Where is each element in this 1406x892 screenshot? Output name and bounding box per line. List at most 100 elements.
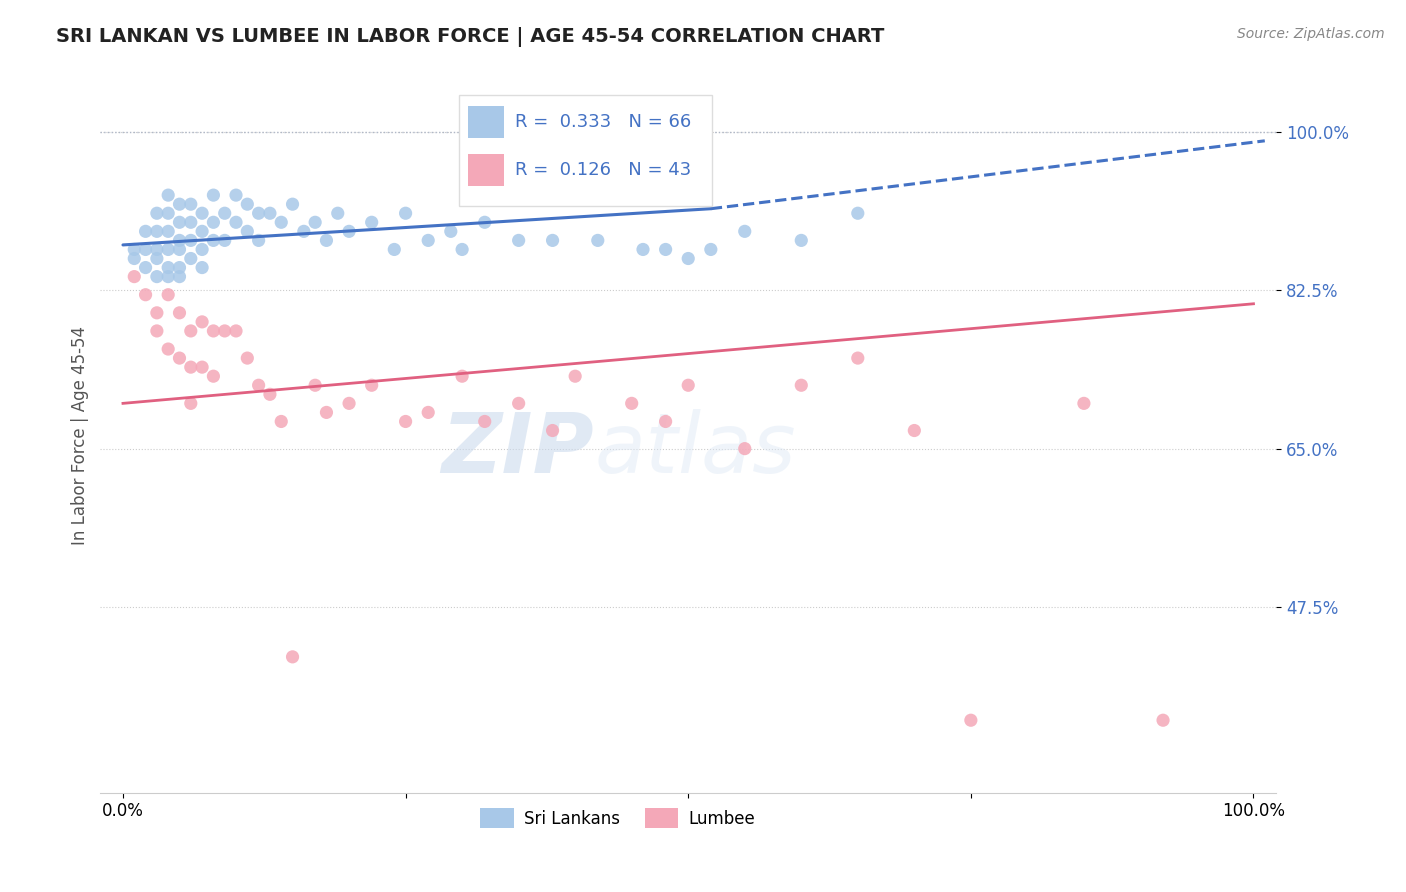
Point xyxy=(157,287,180,301)
Point xyxy=(586,234,609,248)
Point xyxy=(337,396,360,410)
Point xyxy=(418,234,440,248)
Point xyxy=(1073,396,1095,410)
Point xyxy=(157,269,180,284)
Legend: Sri Lankans, Lumbee: Sri Lankans, Lumbee xyxy=(474,802,762,834)
Point xyxy=(236,351,259,365)
Point xyxy=(508,396,530,410)
Point xyxy=(214,234,236,248)
Text: ZIP: ZIP xyxy=(441,409,595,490)
Point xyxy=(169,351,191,365)
Point xyxy=(474,414,496,428)
Point xyxy=(247,206,270,220)
Point xyxy=(122,243,145,257)
Point xyxy=(146,324,169,338)
Point xyxy=(846,351,869,365)
Point xyxy=(202,215,225,229)
Point xyxy=(169,260,191,275)
Point xyxy=(191,315,214,329)
Point xyxy=(180,197,202,211)
FancyBboxPatch shape xyxy=(468,106,503,138)
Point xyxy=(157,224,180,238)
Point xyxy=(146,224,169,238)
Point xyxy=(202,234,225,248)
Point xyxy=(202,369,225,384)
Point xyxy=(1152,713,1174,727)
Point xyxy=(157,260,180,275)
Point xyxy=(122,252,145,266)
Point xyxy=(247,378,270,392)
Point xyxy=(734,442,756,456)
Text: R =  0.126   N = 43: R = 0.126 N = 43 xyxy=(516,161,692,179)
Point xyxy=(191,224,214,238)
Point xyxy=(225,215,247,229)
Point xyxy=(146,252,169,266)
Point xyxy=(315,405,337,419)
Point xyxy=(191,360,214,375)
Point xyxy=(654,414,676,428)
Point xyxy=(191,260,214,275)
Point xyxy=(157,243,180,257)
Point xyxy=(180,360,202,375)
Point xyxy=(169,306,191,320)
Point xyxy=(180,324,202,338)
Point xyxy=(225,324,247,338)
Point xyxy=(202,324,225,338)
Point xyxy=(157,188,180,202)
Point xyxy=(440,224,463,238)
FancyBboxPatch shape xyxy=(458,95,711,206)
Point xyxy=(146,269,169,284)
Point xyxy=(157,206,180,220)
Point xyxy=(180,215,202,229)
Point xyxy=(236,224,259,238)
Point xyxy=(169,197,191,211)
Point xyxy=(169,269,191,284)
Point xyxy=(281,197,304,211)
Point xyxy=(451,243,474,257)
Point xyxy=(146,243,169,257)
Point xyxy=(734,224,756,238)
Point xyxy=(135,224,157,238)
Point xyxy=(225,188,247,202)
Point xyxy=(960,713,983,727)
Point xyxy=(146,306,169,320)
Point xyxy=(394,206,416,220)
Point xyxy=(270,414,292,428)
Text: atlas: atlas xyxy=(595,409,796,490)
Text: R =  0.333   N = 66: R = 0.333 N = 66 xyxy=(516,112,692,131)
Point xyxy=(676,378,699,392)
Point xyxy=(654,243,676,257)
Point xyxy=(304,215,326,229)
Point xyxy=(292,224,315,238)
Point xyxy=(135,243,157,257)
Point xyxy=(135,260,157,275)
Point xyxy=(790,234,813,248)
Point xyxy=(418,405,440,419)
Point xyxy=(180,252,202,266)
Point xyxy=(541,424,564,438)
Point xyxy=(180,396,202,410)
Y-axis label: In Labor Force | Age 45-54: In Labor Force | Age 45-54 xyxy=(72,326,89,544)
Point xyxy=(360,378,382,392)
Point xyxy=(337,224,360,238)
Point xyxy=(676,252,699,266)
Point xyxy=(451,369,474,384)
Point xyxy=(790,378,813,392)
Point xyxy=(169,234,191,248)
Point xyxy=(474,215,496,229)
Point xyxy=(180,234,202,248)
Point xyxy=(326,206,349,220)
Point xyxy=(247,234,270,248)
Point xyxy=(903,424,925,438)
Point xyxy=(700,243,723,257)
FancyBboxPatch shape xyxy=(468,154,503,186)
Point xyxy=(508,234,530,248)
Point xyxy=(270,215,292,229)
Point xyxy=(382,243,405,257)
Point xyxy=(191,206,214,220)
Point xyxy=(281,649,304,664)
Point xyxy=(394,414,416,428)
Point xyxy=(564,369,586,384)
Point xyxy=(315,234,337,248)
Point xyxy=(259,206,281,220)
